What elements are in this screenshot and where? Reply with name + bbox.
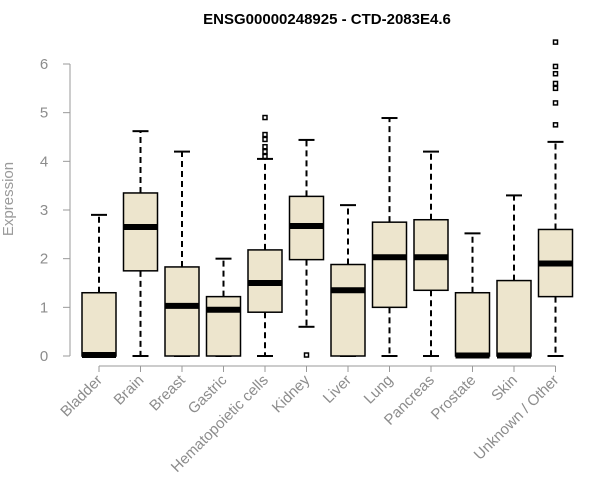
outlier-point	[552, 85, 559, 92]
y-tick-label: 6	[40, 56, 48, 73]
y-axis-label: Expression	[0, 162, 17, 236]
box-body	[454, 291, 491, 357]
box-marks	[81, 39, 574, 359]
outlier-point	[262, 131, 268, 138]
outlier-point	[262, 153, 268, 160]
x-tick-label: Prostate	[428, 372, 480, 424]
x-tick-label: Kidney	[269, 371, 314, 416]
outlier-point	[552, 100, 559, 106]
chart-title: ENSG00000248925 - CTD-2083E4.6	[203, 11, 451, 28]
box-unknown-other	[537, 39, 574, 357]
y-tick-label: 3	[40, 202, 48, 219]
x-tick-label: Brain	[111, 372, 148, 409]
outlier-point	[552, 63, 559, 70]
box-skin	[496, 194, 532, 359]
box-liver	[330, 204, 366, 357]
box-brain	[122, 130, 159, 357]
box-breast	[164, 150, 200, 357]
box-gastric	[205, 257, 242, 357]
box-body	[164, 266, 200, 357]
box-pancreas	[413, 150, 449, 357]
box-lung	[371, 117, 408, 357]
x-tick-label: Lung	[361, 372, 397, 408]
box-prostate	[454, 232, 491, 359]
outlier-point	[262, 148, 268, 155]
x-tick-label: Breast	[146, 371, 189, 414]
box-hematopoietic-cells	[247, 114, 283, 357]
outlier-point	[552, 70, 559, 77]
outlier-point	[552, 80, 559, 87]
y-tick-label: 4	[40, 153, 48, 170]
box-body	[496, 279, 532, 357]
box-body	[122, 192, 159, 272]
box-kidney	[288, 138, 325, 358]
x-tick-label: Bladder	[57, 372, 106, 421]
y-tick-label: 2	[40, 251, 48, 268]
x-tick-label: Liver	[320, 372, 355, 407]
outlier-point	[262, 143, 268, 150]
outlier-point	[262, 136, 268, 143]
box-body	[205, 295, 242, 357]
y-tick-label: 5	[40, 105, 48, 122]
box-bladder	[81, 213, 117, 359]
outlier-point	[262, 114, 268, 121]
outlier-point	[552, 122, 559, 128]
box-body	[371, 221, 408, 309]
outlier-point	[303, 352, 310, 358]
box-body	[330, 263, 366, 357]
x-tick-label: Skin	[488, 372, 521, 405]
y-tick-label: 0	[40, 348, 48, 365]
outlier-point	[552, 39, 559, 45]
box-body	[81, 291, 117, 357]
y-tick-label: 1	[40, 299, 48, 316]
